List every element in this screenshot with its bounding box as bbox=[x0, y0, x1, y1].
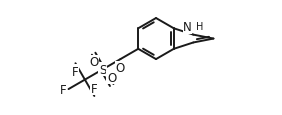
Text: F: F bbox=[72, 65, 79, 78]
Text: N: N bbox=[183, 21, 192, 34]
Text: F: F bbox=[91, 82, 98, 95]
Text: F: F bbox=[60, 83, 67, 96]
Text: H: H bbox=[196, 22, 203, 32]
Text: O: O bbox=[116, 62, 125, 75]
Text: S: S bbox=[99, 63, 106, 76]
Text: O: O bbox=[89, 56, 98, 69]
Text: O: O bbox=[107, 71, 116, 84]
